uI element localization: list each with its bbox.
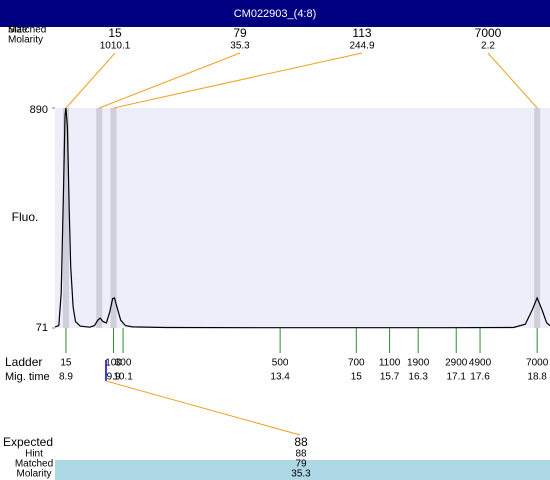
expected-label: Expected: [3, 435, 53, 449]
peak-size: 15: [108, 26, 122, 40]
ladder-time: 13.4: [270, 372, 290, 383]
ladder-time: 18.8: [527, 372, 547, 383]
ladder-size: 7000: [526, 358, 549, 369]
peak-link: [65, 52, 116, 109]
expected-value: 35.3: [291, 469, 311, 480]
expected-value: 88: [295, 449, 307, 460]
peak-size: 7000: [475, 26, 502, 40]
peak-band: [62, 108, 69, 328]
peak-molarity: 1010.1: [100, 41, 131, 52]
ladder-size: 2900: [445, 358, 468, 369]
peak-band: [110, 108, 117, 328]
chart-title: CM022903_(4:8): [234, 8, 317, 20]
plot-area: [55, 108, 550, 328]
peak-size: 113: [352, 26, 371, 40]
peak-row-label: Size: [8, 25, 28, 36]
y-tick-label: 71: [36, 322, 48, 334]
peak-band: [96, 108, 103, 328]
expected-label: Hint: [25, 449, 43, 460]
matched-band: [55, 460, 550, 480]
ladder-size: 15: [60, 358, 72, 369]
expected-value: 79: [295, 459, 307, 470]
ladder-size: 1900: [407, 358, 430, 369]
expected-link: [105, 380, 301, 436]
y-axis-label: Fluo.: [12, 210, 39, 224]
peak-band: [534, 108, 541, 328]
ladder-size: 300: [115, 358, 132, 369]
ladder-size: 100: [105, 358, 122, 369]
ladder-time: 17.6: [470, 372, 490, 383]
peak-link: [99, 52, 241, 109]
peak-molarity: 244.9: [349, 41, 374, 52]
ladder-size: 700: [348, 358, 365, 369]
ladder-size: 500: [272, 358, 289, 369]
ladder-time: 9.9: [107, 372, 121, 383]
peak-link: [487, 52, 538, 109]
expected-label: Matched: [15, 459, 53, 470]
peak-row-label: Molarity: [8, 35, 43, 46]
trace: [54, 107, 550, 329]
ladder-size: 4900: [469, 358, 492, 369]
ladder-time: 16.3: [408, 372, 428, 383]
peak-link: [113, 52, 363, 109]
ladder-time: 15: [351, 372, 363, 383]
ladder-time: 10.1: [113, 372, 133, 383]
ladder-time: 15.7: [380, 372, 400, 383]
peak-molarity: 2.2: [481, 41, 495, 52]
ladder-time: 17.1: [447, 372, 467, 383]
ladder-row-label: Ladder: [5, 355, 42, 369]
ladder-time: 8.9: [59, 372, 73, 383]
y-tick-label: 890: [30, 104, 48, 116]
peak-row-label: Matched: [8, 25, 46, 36]
ladder-row-label: Mig. time: [5, 371, 50, 383]
peak-molarity: 35.3: [230, 41, 250, 52]
peak-size: 79: [233, 26, 247, 40]
ladder-size: 1100: [379, 358, 401, 369]
expected-value: 88: [294, 435, 308, 449]
expected-label: Molarity: [16, 469, 51, 480]
title-bar: [0, 0, 550, 27]
